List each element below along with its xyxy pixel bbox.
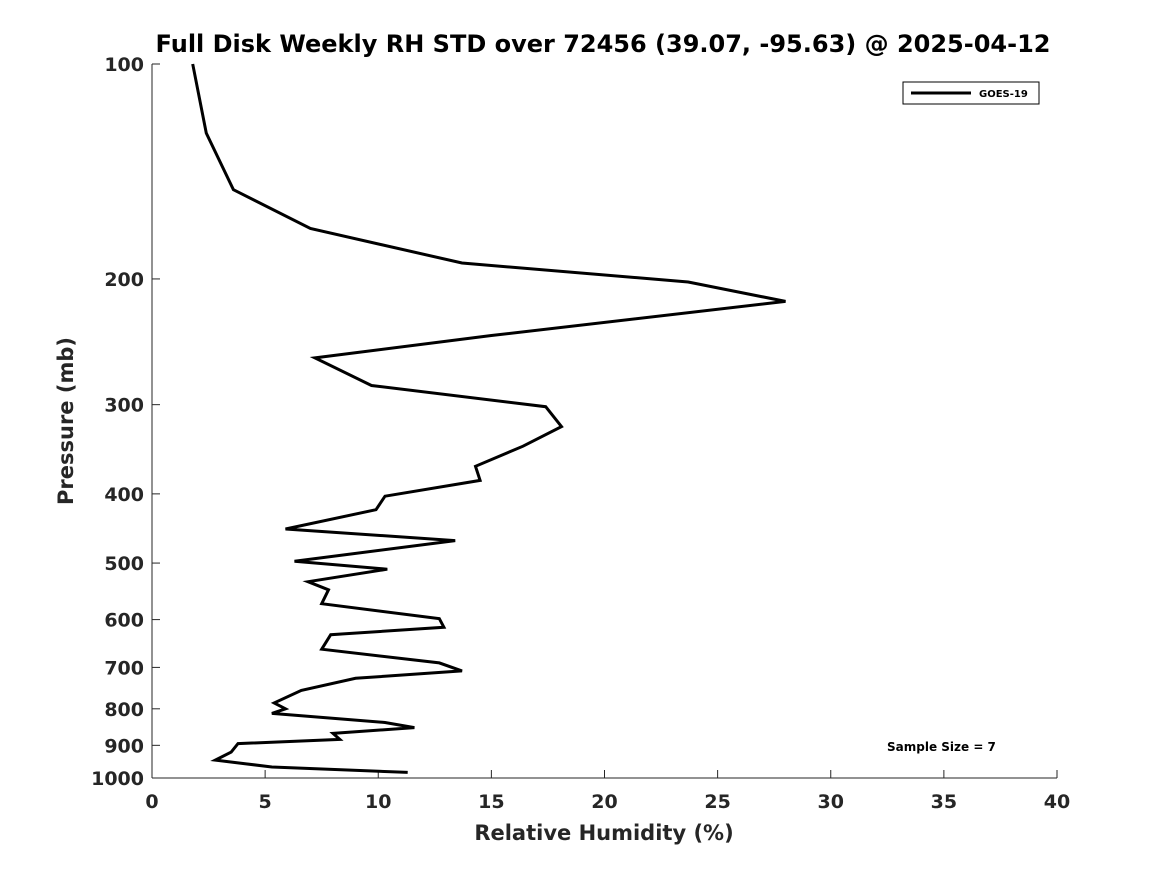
y-tick-label: 900 [104, 735, 144, 757]
y-axis-label: Pressure (mb) [54, 337, 78, 505]
y-tick-label: 600 [104, 610, 144, 632]
y-ticks: 100 200 300 400 500 600 700 800 900 1000 [91, 54, 160, 790]
x-tick-label: 0 [145, 791, 158, 813]
x-tick-label: 35 [931, 791, 957, 813]
y-tick-label: 500 [104, 553, 144, 575]
x-tick-label: 40 [1044, 791, 1070, 813]
y-tick-label: 100 [104, 54, 144, 76]
x-axis-label: Relative Humidity (%) [474, 821, 733, 845]
x-tick-label: 30 [818, 791, 844, 813]
y-tick-label: 400 [104, 484, 144, 506]
legend: GOES-19 [902, 81, 1040, 105]
chart-title: Full Disk Weekly RH STD over 72456 (39.0… [156, 30, 1051, 58]
y-tick-label: 800 [104, 699, 144, 721]
x-ticks: 0 5 10 15 20 25 30 35 40 [145, 770, 1070, 813]
y-tick-label: 200 [104, 269, 144, 291]
x-tick-label: 15 [478, 791, 504, 813]
x-tick-label: 25 [704, 791, 730, 813]
y-tick-label: 700 [104, 657, 144, 679]
legend-label-goes-19: GOES-19 [979, 89, 1028, 100]
x-tick-label: 20 [591, 791, 617, 813]
y-tick-label: 300 [104, 395, 144, 417]
sample-size-annotation: Sample Size = 7 [887, 740, 996, 754]
series-line-goes-19 [191, 63, 786, 774]
x-tick-label: 5 [259, 791, 272, 813]
x-tick-label: 10 [365, 791, 391, 813]
plot-area [152, 64, 1057, 778]
series-layer [191, 63, 786, 774]
y-tick-label: 1000 [91, 768, 144, 790]
axes: 0 5 10 15 20 25 30 35 40 100 200 300 400 500 600 700 80… [91, 54, 1070, 813]
